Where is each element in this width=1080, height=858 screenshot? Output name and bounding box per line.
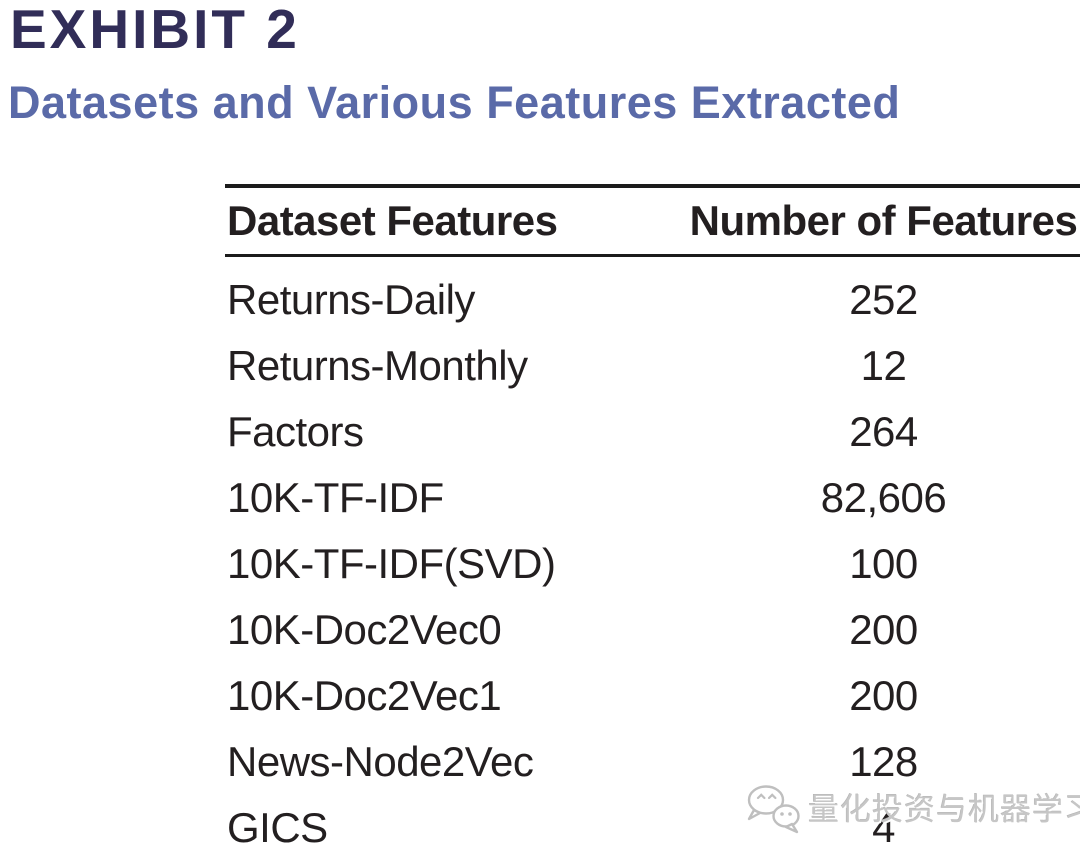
table-row: 10K-TF-IDF(SVD) 100 <box>225 531 1080 597</box>
dataset-feature-name: Factors <box>227 408 364 455</box>
feature-count-value: 200 <box>849 606 918 653</box>
exhibit-label: EXHIBIT 2 <box>10 0 300 60</box>
dataset-feature-name: GICS <box>227 804 328 851</box>
dataset-feature-name: Returns-Daily <box>227 276 475 323</box>
feature-count-value: 252 <box>849 276 918 323</box>
table-row: News-Node2Vec 128 <box>225 729 1080 795</box>
dataset-feature-name: Returns-Monthly <box>227 342 528 389</box>
feature-count-value: 100 <box>849 540 918 587</box>
feature-count-value: 200 <box>849 672 918 719</box>
table-body: Returns-Daily 252 Returns-Monthly 12 Fac… <box>225 257 1080 858</box>
feature-count-value: 128 <box>849 738 918 785</box>
table-row: Returns-Monthly 12 <box>225 333 1080 399</box>
dataset-feature-name: 10K-Doc2Vec0 <box>227 606 502 653</box>
feature-count-value: 264 <box>849 408 918 455</box>
table-row: Returns-Daily 252 <box>225 267 1080 333</box>
feature-count-value: 82,606 <box>820 474 947 521</box>
table-row: 10K-TF-IDF 82,606 <box>225 465 1080 531</box>
column-header-number-of-features: Number of Features <box>689 197 1078 244</box>
column-header-dataset-features: Dataset Features <box>227 197 558 244</box>
table-header-row: Dataset Features Number of Features <box>225 188 1080 257</box>
table-row: 10K-Doc2Vec1 200 <box>225 663 1080 729</box>
dataset-feature-name: 10K-Doc2Vec1 <box>227 672 502 719</box>
features-table: Dataset Features Number of Features Retu… <box>225 184 1080 858</box>
table-row: GICS 4 <box>225 795 1080 858</box>
dataset-feature-name: News-Node2Vec <box>227 738 534 785</box>
dataset-feature-name: 10K-TF-IDF(SVD) <box>227 540 556 587</box>
exhibit-title: Datasets and Various Features Extracted <box>8 77 901 128</box>
dataset-feature-name: 10K-TF-IDF <box>227 474 444 521</box>
table-row: Factors 264 <box>225 399 1080 465</box>
table-row: 10K-Doc2Vec0 200 <box>225 597 1080 663</box>
feature-count-value: 4 <box>872 804 895 851</box>
feature-count-value: 12 <box>860 342 907 389</box>
